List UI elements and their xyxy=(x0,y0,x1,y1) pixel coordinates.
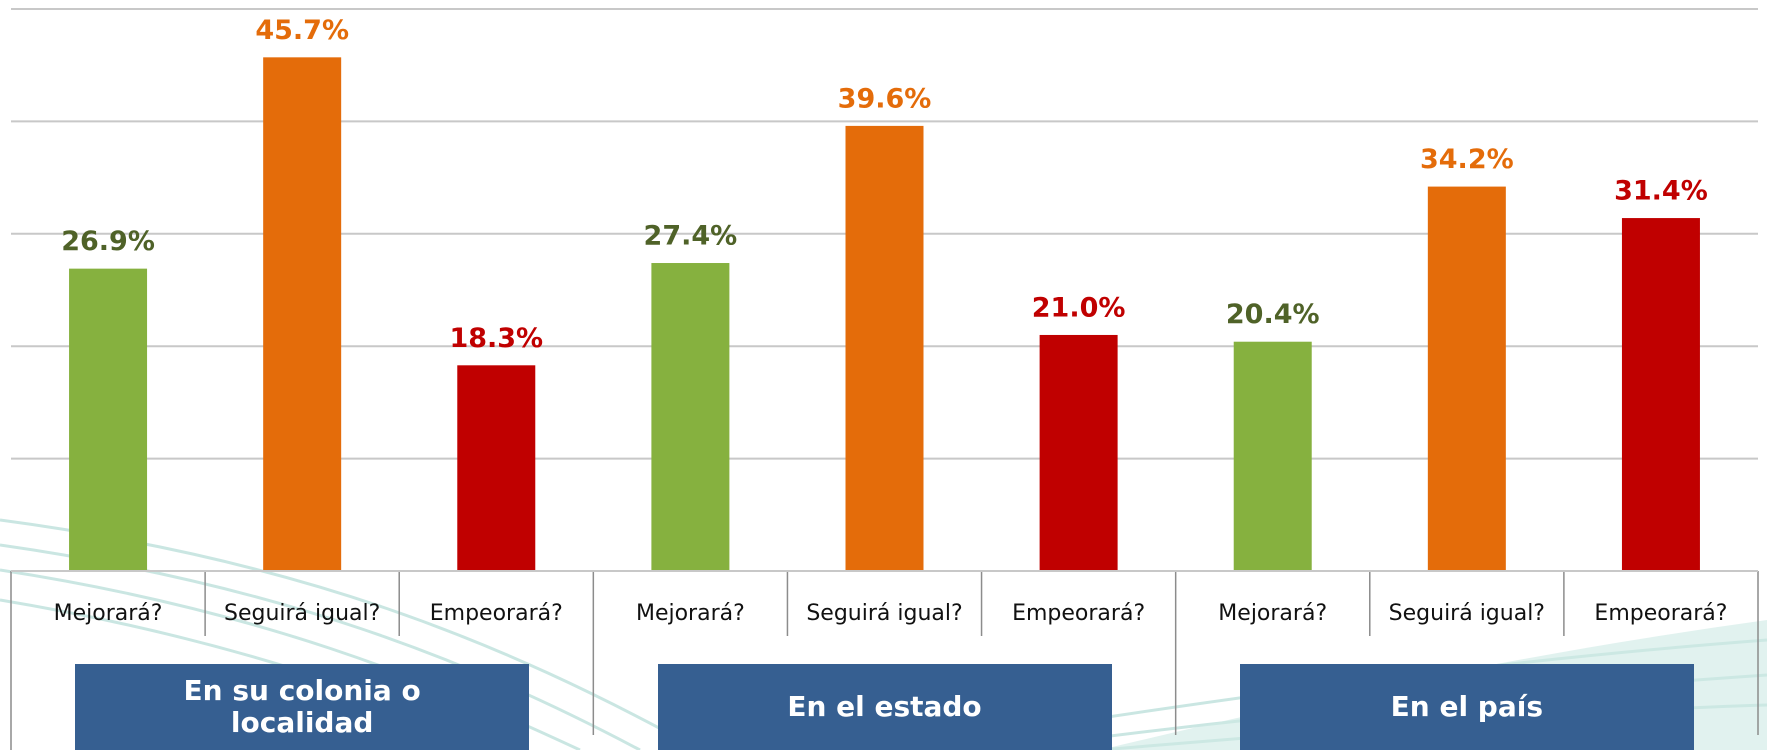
value-label: 34.2% xyxy=(1420,144,1514,175)
page: {"chart_data": {"type": "bar", "groups":… xyxy=(0,0,1767,750)
bar xyxy=(1622,218,1700,571)
category-label: Mejorará? xyxy=(636,601,745,626)
value-label: 45.7% xyxy=(255,15,349,46)
value-label: 21.0% xyxy=(1032,292,1126,323)
bar xyxy=(1040,335,1118,571)
category-label: Seguirá igual? xyxy=(1389,601,1545,626)
value-label: 20.4% xyxy=(1226,299,1320,330)
value-label: 18.3% xyxy=(449,323,543,354)
category-label: Mejorará? xyxy=(54,601,163,626)
value-label: 31.4% xyxy=(1614,176,1708,207)
bar xyxy=(651,263,729,571)
category-label: Mejorará? xyxy=(1218,601,1327,626)
bar xyxy=(1428,187,1506,571)
bar xyxy=(457,365,535,571)
category-label: Empeorará? xyxy=(1012,601,1145,626)
bar xyxy=(1234,342,1312,571)
category-label: Empeorará? xyxy=(1594,601,1727,626)
bar xyxy=(846,126,924,571)
value-label: 27.4% xyxy=(644,221,738,252)
category-label: Empeorará? xyxy=(430,601,563,626)
group-label: En su colonia o localidad xyxy=(75,664,529,750)
value-label: 39.6% xyxy=(838,83,932,114)
group-label: En el estado xyxy=(658,664,1112,750)
value-label: 26.9% xyxy=(61,226,155,257)
category-label: Seguirá igual? xyxy=(224,601,380,626)
chart: 26.9% Mejorará? 45.7% Seguirá igual? 18.3% Em… xyxy=(0,0,1767,750)
bar xyxy=(263,57,341,571)
bar xyxy=(69,269,147,571)
category-label: Seguirá igual? xyxy=(806,601,962,626)
group-label: En el país xyxy=(1240,664,1694,750)
